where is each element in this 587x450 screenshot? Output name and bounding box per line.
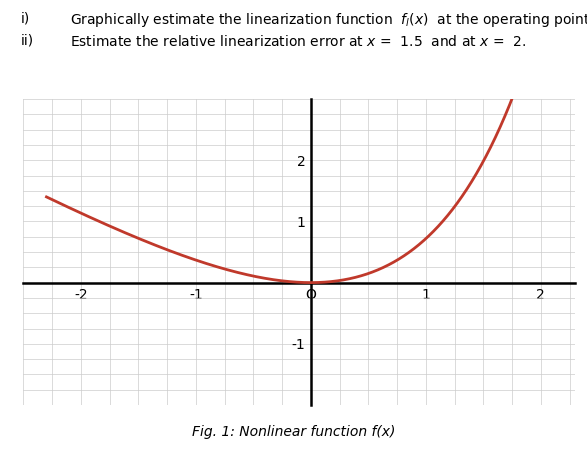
- Text: ii): ii): [21, 34, 33, 48]
- Text: i): i): [21, 11, 30, 25]
- Text: Estimate the relative linearization error at $x$ =  1.5  and at $x$ =  2.: Estimate the relative linearization erro…: [70, 34, 527, 49]
- Text: Fig. 1: Nonlinear function f(x): Fig. 1: Nonlinear function f(x): [192, 425, 395, 439]
- Text: Graphically estimate the linearization function  $f_l(x)$  at the operating poin: Graphically estimate the linearization f…: [70, 11, 587, 29]
